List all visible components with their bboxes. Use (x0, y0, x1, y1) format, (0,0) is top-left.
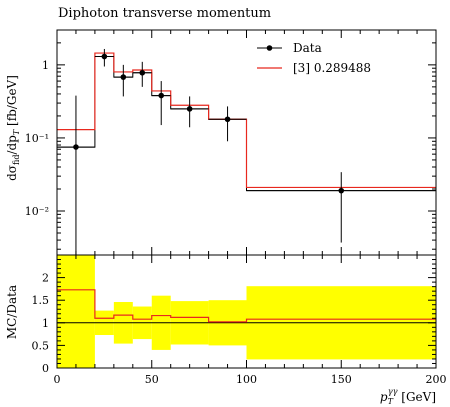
data-point-6 (224, 116, 231, 123)
x-tick-label-4: 200 (426, 373, 447, 386)
x-axis-label: pTγγ [GeV] (380, 387, 436, 406)
x-tick-label-2: 100 (236, 373, 257, 386)
main-ytick-label-0: 1 (42, 59, 49, 72)
legend-data-label: Data (293, 41, 322, 55)
ratio-ytick-label-4: 2 (42, 272, 49, 285)
x-tick-label-0: 0 (54, 373, 61, 386)
x-tick-label-3: 150 (331, 373, 352, 386)
data-point-7 (338, 187, 345, 194)
x-label-unit: [GeV] (397, 390, 436, 404)
main-y-label-sub2: T (12, 129, 21, 135)
data-point-0 (73, 144, 79, 150)
legend: Data [3] 0.289488 (257, 41, 371, 75)
ratio-panel: 0 50 100 150 200 0 0.5 1 1.5 2 (32, 254, 447, 386)
main-panel: 1 10⁻¹ 10⁻² (25, 29, 437, 256)
main-y-label-sub: fid (12, 155, 21, 165)
main-y-label-rest: /dp (5, 135, 19, 155)
data-point-1 (101, 53, 108, 60)
chart-title: Diphoton transverse momentum (58, 6, 271, 21)
x-label-sup: γγ (388, 387, 398, 396)
x-label-p: p (380, 390, 388, 404)
main-ytick-label-1: 10⁻¹ (25, 132, 49, 145)
legend-mc-label: [3] 0.289488 (293, 61, 371, 75)
main-y-label-d: dσ (5, 165, 19, 181)
ratio-ytick-label-0: 0 (42, 362, 49, 375)
legend-data-marker (266, 45, 273, 51)
ratio-y-axis-label: MC/Data (5, 285, 19, 339)
data-point-5 (186, 106, 193, 112)
main-ytick-label-2: 10⁻² (25, 205, 49, 218)
data-point-2 (120, 74, 127, 80)
ratio-band-0 (57, 255, 95, 368)
ratio-ytick-label-2: 1 (42, 317, 49, 330)
main-y-label-unit: [fb/GeV] (5, 75, 19, 130)
ratio-mc-step (57, 289, 436, 323)
x-tick-label-1: 50 (145, 373, 159, 386)
data-point-4 (158, 92, 165, 99)
ratio-ytick-label-1: 0.5 (32, 339, 50, 352)
data-point-3 (139, 69, 146, 76)
main-y-axis-label: dσfid/dpT [fb/GeV] (5, 75, 21, 181)
ratio-ytick-label-3: 1.5 (32, 294, 50, 307)
x-label-sub: T (388, 397, 394, 406)
